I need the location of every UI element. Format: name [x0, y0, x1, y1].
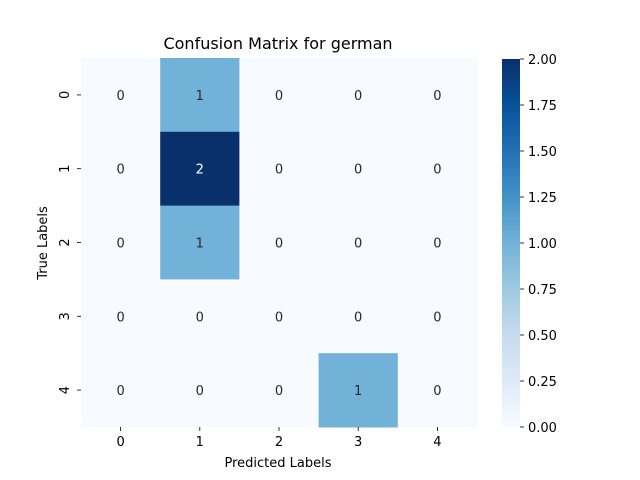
heatmap-cell-r2-c3 [318, 205, 399, 280]
heatmap-cell-r2-c1 [160, 205, 240, 280]
cell-value-r1-c3: 0 [354, 163, 362, 178]
heatmap-cell-r1-c2 [239, 131, 320, 207]
colorbar-tick-label-8: 2.00 [528, 53, 557, 68]
y-axis-label: True Labels [36, 206, 51, 281]
cell-value-r4-c3: 1 [354, 384, 362, 399]
y-axis-ticks: 0 1 2 3 4 [58, 91, 81, 394]
cell-value-r0-c0: 0 [116, 89, 124, 104]
cell-value-r4-c4: 0 [433, 384, 441, 399]
x-tick-label-0: 0 [116, 435, 124, 450]
cell-value-r2-c2: 0 [275, 237, 283, 252]
heatmap-cell-r4-c1 [160, 353, 240, 428]
heatmap-cell-r3-c0 [81, 279, 161, 354]
heatmap-cell-r0-c3 [318, 58, 399, 133]
colorbar-tick-label-3: 0.75 [528, 283, 557, 298]
cell-value-r3-c0: 0 [116, 310, 124, 325]
cell-value-r2-c4: 0 [433, 237, 441, 252]
heatmap-cell-r1-c0 [81, 131, 161, 207]
heatmap-cell-r1-c4 [397, 131, 478, 207]
heatmap-cell-r3-c3 [318, 279, 399, 354]
cell-value-r1-c0: 0 [116, 163, 124, 178]
heatmap-cell-r3-c4 [397, 279, 478, 354]
heatmap-cell-r0-c2 [239, 58, 320, 133]
colorbar-tick-label-7: 1.75 [528, 99, 557, 114]
x-tick-label-1: 1 [196, 435, 204, 450]
y-tick-label-1: 1 [58, 165, 73, 173]
cell-value-r2-c3: 0 [354, 237, 362, 252]
colorbar-tick-label-4: 1.00 [528, 237, 557, 252]
heatmap-cell-r4-c4 [397, 353, 478, 428]
heatmap-cells [81, 58, 478, 428]
cell-value-r3-c4: 0 [433, 310, 441, 325]
cell-value-r0-c4: 0 [433, 89, 441, 104]
x-axis-label: Predicted Labels [224, 456, 331, 471]
heatmap-cell-r2-c4 [397, 205, 478, 280]
cell-value-r3-c2: 0 [275, 310, 283, 325]
cell-value-r1-c4: 0 [433, 163, 441, 178]
cell-value-r1-c2: 0 [275, 163, 283, 178]
heatmap-cell-r4-c3 [318, 353, 399, 428]
heatmap-cell-r1-c1 [160, 131, 240, 207]
heatmap-annotations: 0 1 0 0 0 0 2 0 0 0 0 1 0 0 0 0 0 0 0 0 0 0 0 1 0 [116, 89, 441, 399]
heatmap-cell-r2-c0 [81, 205, 161, 280]
heatmap-cell-r0-c1 [160, 58, 240, 133]
colorbar-tick-label-5: 1.25 [528, 191, 557, 206]
heatmap-cell-r0-c0 [81, 58, 161, 133]
cell-value-r2-c0: 0 [116, 237, 124, 252]
heatmap-cell-r4-c2 [239, 353, 320, 428]
colorbar-tick-label-2: 0.50 [528, 329, 557, 344]
colorbar-ticks: 0.00 0.25 0.50 0.75 1.00 1.25 1.50 1.75 2.00 [520, 53, 557, 436]
cell-value-r3-c3: 0 [354, 310, 362, 325]
x-tick-label-4: 4 [433, 435, 441, 450]
cell-value-r4-c0: 0 [116, 384, 124, 399]
cell-value-r3-c1: 0 [196, 310, 204, 325]
cell-value-r1-c1: 2 [196, 163, 204, 178]
y-tick-label-2: 2 [58, 238, 73, 246]
heatmap-cell-r3-c2 [239, 279, 320, 354]
chart-title: Confusion Matrix for german [163, 34, 392, 53]
colorbar-tick-label-1: 0.25 [528, 375, 557, 390]
colorbar-tick-label-0: 0.00 [528, 421, 557, 436]
cell-value-r2-c1: 1 [196, 237, 204, 252]
cell-value-r4-c2: 0 [275, 384, 283, 399]
x-tick-label-3: 3 [354, 435, 362, 450]
cell-value-r0-c1: 1 [196, 89, 204, 104]
heatmap-cell-r4-c0 [81, 353, 161, 428]
x-axis-ticks: 0 1 2 3 4 [116, 427, 442, 450]
y-tick-label-0: 0 [58, 91, 73, 99]
y-tick-label-3: 3 [58, 312, 73, 320]
heatmap-cell-r3-c1 [160, 279, 240, 354]
colorbar [502, 59, 520, 427]
cell-value-r4-c1: 0 [196, 384, 204, 399]
cell-value-r0-c3: 0 [354, 89, 362, 104]
cell-value-r0-c2: 0 [275, 89, 283, 104]
heatmap-cell-r0-c4 [397, 58, 478, 133]
colorbar-tick-label-6: 1.50 [528, 145, 557, 160]
heatmap-cell-r1-c3 [318, 131, 399, 207]
y-tick-label-4: 4 [58, 386, 73, 394]
heatmap-cell-r2-c2 [239, 205, 320, 280]
x-tick-label-2: 2 [275, 435, 283, 450]
